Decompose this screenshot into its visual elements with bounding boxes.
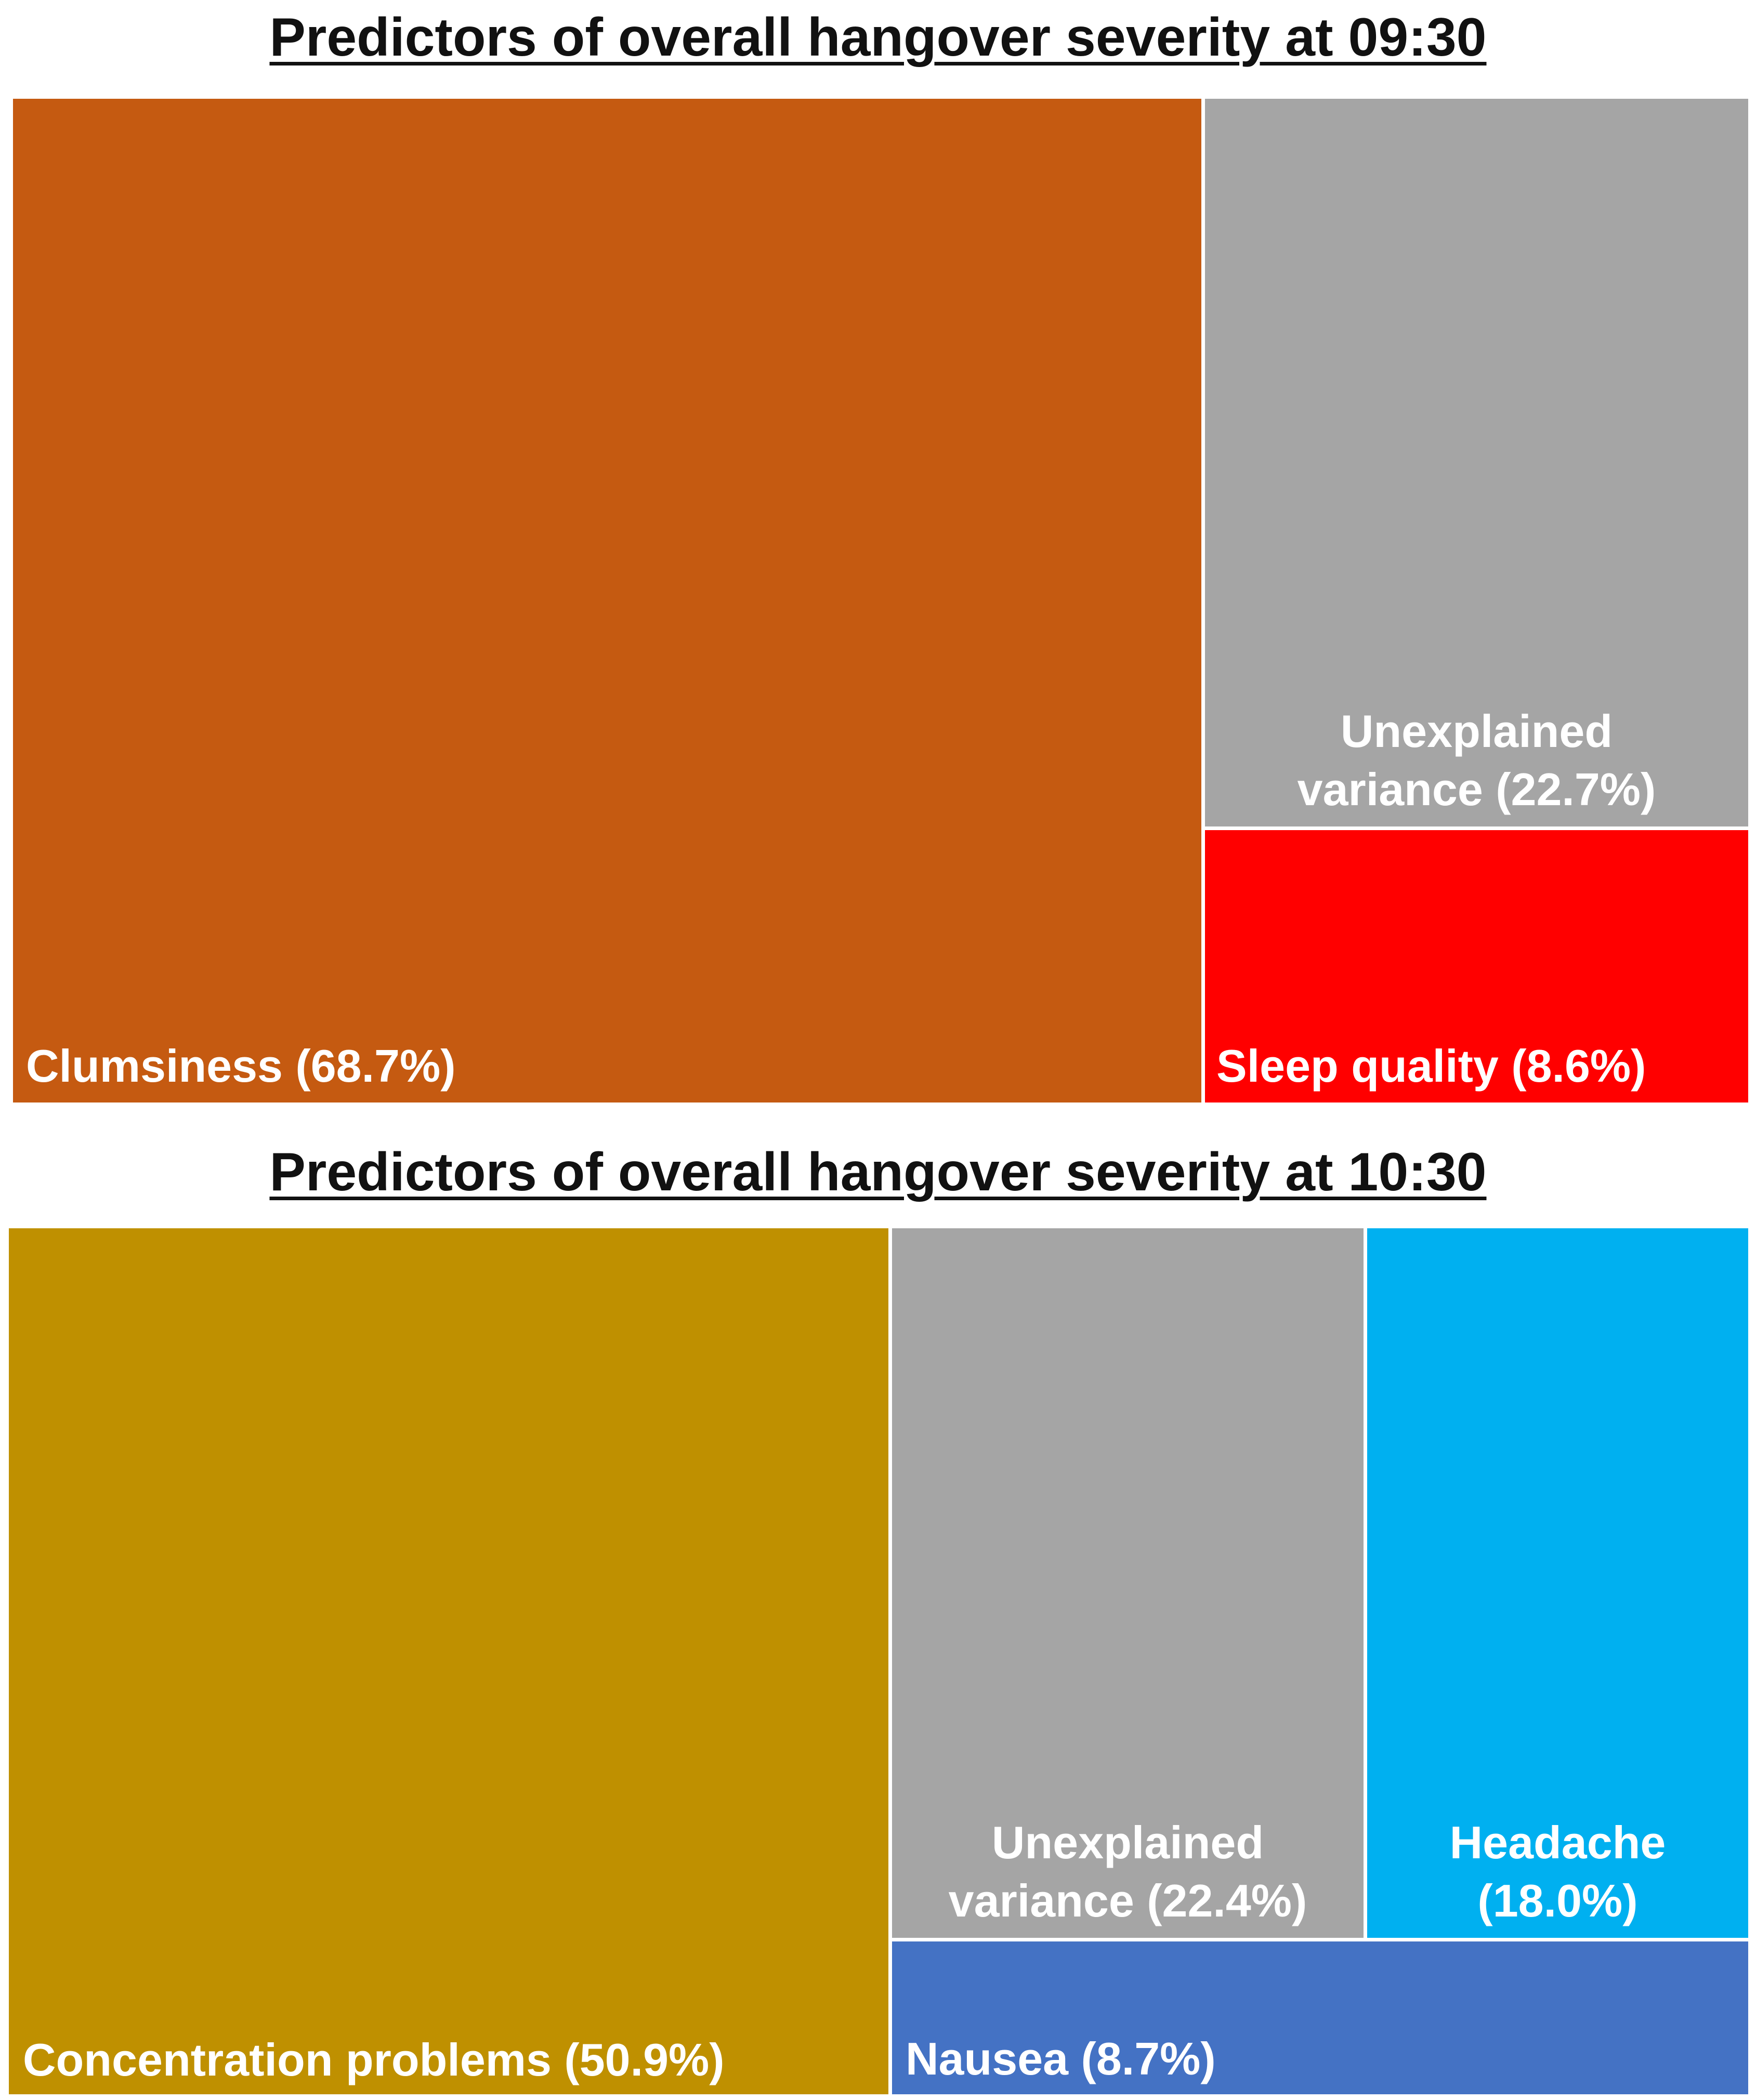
label-unexplained-0930-line2: variance (22.7%) [1297, 764, 1656, 815]
chart-title-1030: Predictors of overall hangover severity … [269, 1142, 1487, 1202]
label-clumsiness: Clumsiness (68.7%) [26, 1040, 456, 1092]
label-headache-line2: (18.0%) [1477, 1875, 1638, 1926]
label-unexplained-1030-line2: variance (22.4%) [948, 1875, 1307, 1926]
label-unexplained-0930: Unexplained variance (22.7%) [1205, 702, 1748, 819]
label-unexplained-1030: Unexplained variance (22.4%) [892, 1814, 1364, 1930]
tile-headache: Headache (18.0%) [1364, 1225, 1752, 1941]
tile-unexplained-1030: Unexplained variance (22.4%) [888, 1225, 1367, 1941]
tile-nausea: Nausea (8.7%) [888, 1938, 1752, 2098]
label-unexplained-1030-line1: Unexplained [991, 1817, 1264, 1868]
label-unexplained-0930-line1: Unexplained [1340, 705, 1613, 757]
tile-clumsiness: Clumsiness (68.7%) [9, 95, 1205, 1106]
tile-sleep-quality: Sleep quality (8.6%) [1201, 826, 1752, 1106]
chart-title-0930: Predictors of overall hangover severity … [269, 7, 1487, 68]
tile-concentration-problems: Concentration problems (50.9%) [5, 1225, 892, 2098]
tile-unexplained-0930: Unexplained variance (22.7%) [1201, 95, 1752, 830]
label-headache: Headache (18.0%) [1367, 1814, 1748, 1930]
label-sleep-quality: Sleep quality (8.6%) [1216, 1040, 1646, 1092]
label-concentration-problems: Concentration problems (50.9%) [23, 2034, 725, 2085]
label-nausea: Nausea (8.7%) [906, 2033, 1216, 2084]
label-headache-line1: Headache [1449, 1817, 1666, 1868]
